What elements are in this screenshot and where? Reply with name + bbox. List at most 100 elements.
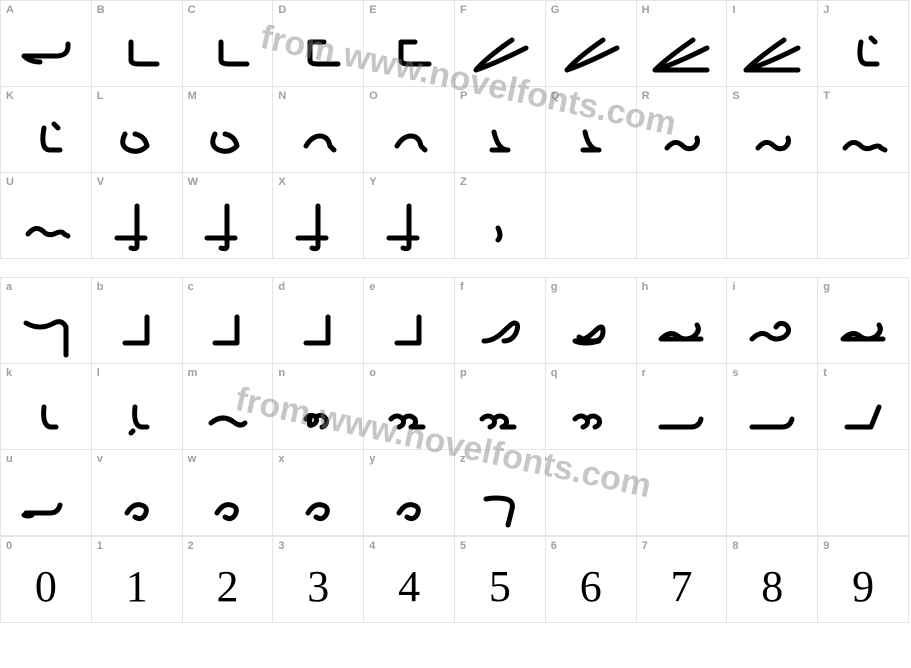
glyph-cell: Z	[455, 173, 546, 259]
glyph	[727, 292, 817, 363]
glyph: 7	[637, 551, 727, 622]
digit-glyph: 3	[307, 561, 329, 612]
glyph	[455, 464, 545, 535]
glyph-cell: 66	[546, 537, 637, 623]
glyph-cell: 77	[637, 537, 728, 623]
glyph	[183, 187, 273, 258]
glyph	[455, 15, 545, 86]
glyph-cell: z	[455, 450, 546, 536]
glyph-cell: r	[637, 364, 728, 450]
glyph-cell: h	[637, 278, 728, 364]
glyph-cell: 88	[727, 537, 818, 623]
glyph-cell: X	[273, 173, 364, 259]
glyph	[637, 378, 727, 449]
glyph	[818, 292, 908, 363]
glyph	[183, 15, 273, 86]
glyph-cell: e	[364, 278, 455, 364]
glyph-cell: K	[1, 87, 92, 173]
glyph-cell	[818, 450, 909, 536]
glyph	[92, 378, 182, 449]
glyph	[727, 464, 817, 535]
glyph	[818, 101, 908, 172]
glyph-cell: B	[92, 1, 183, 87]
glyph-cell: y	[364, 450, 455, 536]
glyph	[364, 187, 454, 258]
glyph	[546, 378, 636, 449]
digit-glyph: 4	[398, 561, 420, 612]
glyph-cell: p	[455, 364, 546, 450]
glyph-cell: 00	[1, 537, 92, 623]
glyph	[727, 15, 817, 86]
glyph-cell: 33	[273, 537, 364, 623]
glyph	[183, 378, 273, 449]
lowercase-grid: abcdefghigklmnopqrstuvwxyz	[0, 277, 909, 536]
glyph	[637, 292, 727, 363]
glyph	[92, 15, 182, 86]
glyph-cell: I	[727, 1, 818, 87]
glyph-cell: S	[727, 87, 818, 173]
glyph-cell: c	[183, 278, 274, 364]
glyph-cell	[637, 450, 728, 536]
glyph-cell: o	[364, 364, 455, 450]
glyph	[364, 378, 454, 449]
glyph	[546, 101, 636, 172]
glyph-cell: 55	[455, 537, 546, 623]
glyph-cell: u	[1, 450, 92, 536]
glyph-cell: b	[92, 278, 183, 364]
glyph	[273, 15, 363, 86]
glyph	[1, 464, 91, 535]
glyph-cell: W	[183, 173, 274, 259]
glyph	[273, 378, 363, 449]
glyph	[455, 378, 545, 449]
digit-glyph: 0	[35, 561, 57, 612]
glyph-cell: D	[273, 1, 364, 87]
glyph-cell: G	[546, 1, 637, 87]
glyph-cell: g	[818, 278, 909, 364]
glyph-cell	[818, 173, 909, 259]
glyph	[637, 101, 727, 172]
glyph	[364, 292, 454, 363]
glyph-cell: k	[1, 364, 92, 450]
glyph-cell	[637, 173, 728, 259]
glyph-cell: f	[455, 278, 546, 364]
glyph-cell: U	[1, 173, 92, 259]
glyph-cell: x	[273, 450, 364, 536]
digit-glyph: 7	[670, 561, 692, 612]
glyph-cell: g	[546, 278, 637, 364]
glyph	[727, 101, 817, 172]
glyph: 5	[455, 551, 545, 622]
glyph-cell: a	[1, 278, 92, 364]
glyph: 3	[273, 551, 363, 622]
glyph	[455, 101, 545, 172]
glyph	[1, 378, 91, 449]
glyph-cell: 99	[818, 537, 909, 623]
glyph-cell: q	[546, 364, 637, 450]
glyph	[273, 464, 363, 535]
glyph	[455, 187, 545, 258]
glyph	[546, 187, 636, 258]
glyph-cell: F	[455, 1, 546, 87]
glyph-cell: H	[637, 1, 728, 87]
glyph	[818, 378, 908, 449]
glyph-cell: w	[183, 450, 274, 536]
digit-glyph: 9	[852, 561, 874, 612]
digit-glyph: 2	[216, 561, 238, 612]
glyph-cell: l	[92, 364, 183, 450]
glyph	[273, 292, 363, 363]
glyph-cell	[727, 450, 818, 536]
glyph	[546, 15, 636, 86]
glyph-cell: M	[183, 87, 274, 173]
glyph: 8	[727, 551, 817, 622]
glyph	[546, 292, 636, 363]
digit-glyph: 5	[489, 561, 511, 612]
glyph	[183, 292, 273, 363]
glyph	[183, 101, 273, 172]
glyph-cell: A	[1, 1, 92, 87]
glyph	[273, 101, 363, 172]
glyph: 0	[1, 551, 91, 622]
glyph-cell	[727, 173, 818, 259]
glyph	[92, 101, 182, 172]
digits-grid: 00112233445566778899	[0, 536, 909, 623]
glyph-cell: C	[183, 1, 274, 87]
glyph-cell: L	[92, 87, 183, 173]
